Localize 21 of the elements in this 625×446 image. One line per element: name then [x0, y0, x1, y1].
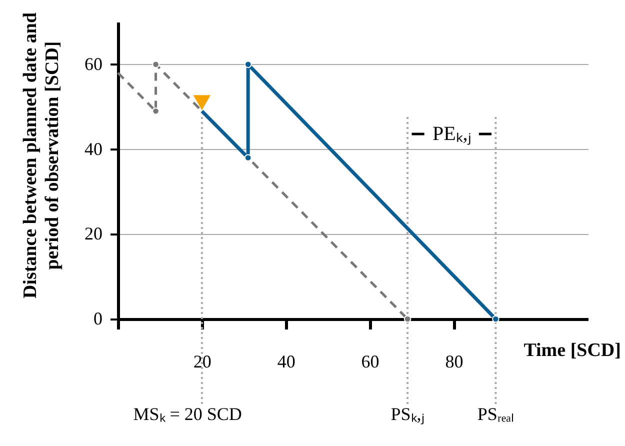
x-axis-title: Time [SCD]: [524, 340, 621, 361]
x-tick-label: 40: [277, 352, 296, 372]
y-tick-label: 60: [84, 54, 102, 74]
ref-line-label: PSₖ,ⱼ: [390, 404, 424, 425]
ref-line-label: PSᵣₑₐₗ: [477, 404, 514, 424]
y-tick-label: 20: [84, 224, 102, 244]
point: [193, 95, 211, 110]
point: [152, 107, 160, 115]
x-tick-label: 20: [193, 352, 212, 372]
annotation: PEₖ,ⱼ: [432, 123, 471, 145]
y-tick-label: 40: [84, 138, 102, 159]
point: [492, 315, 500, 323]
point: [244, 154, 252, 162]
point: [244, 60, 252, 68]
x-tick-label: 60: [361, 352, 380, 372]
y-tick-label: 0: [94, 308, 102, 328]
point: [152, 60, 160, 68]
point: [404, 315, 412, 323]
ref-line-label: MSₖ = 20 SCD: [133, 404, 242, 424]
x-tick-label: 80: [445, 352, 464, 372]
y-axis-title: Distance between planned date and period of observation [SCD]: [20, 12, 63, 299]
